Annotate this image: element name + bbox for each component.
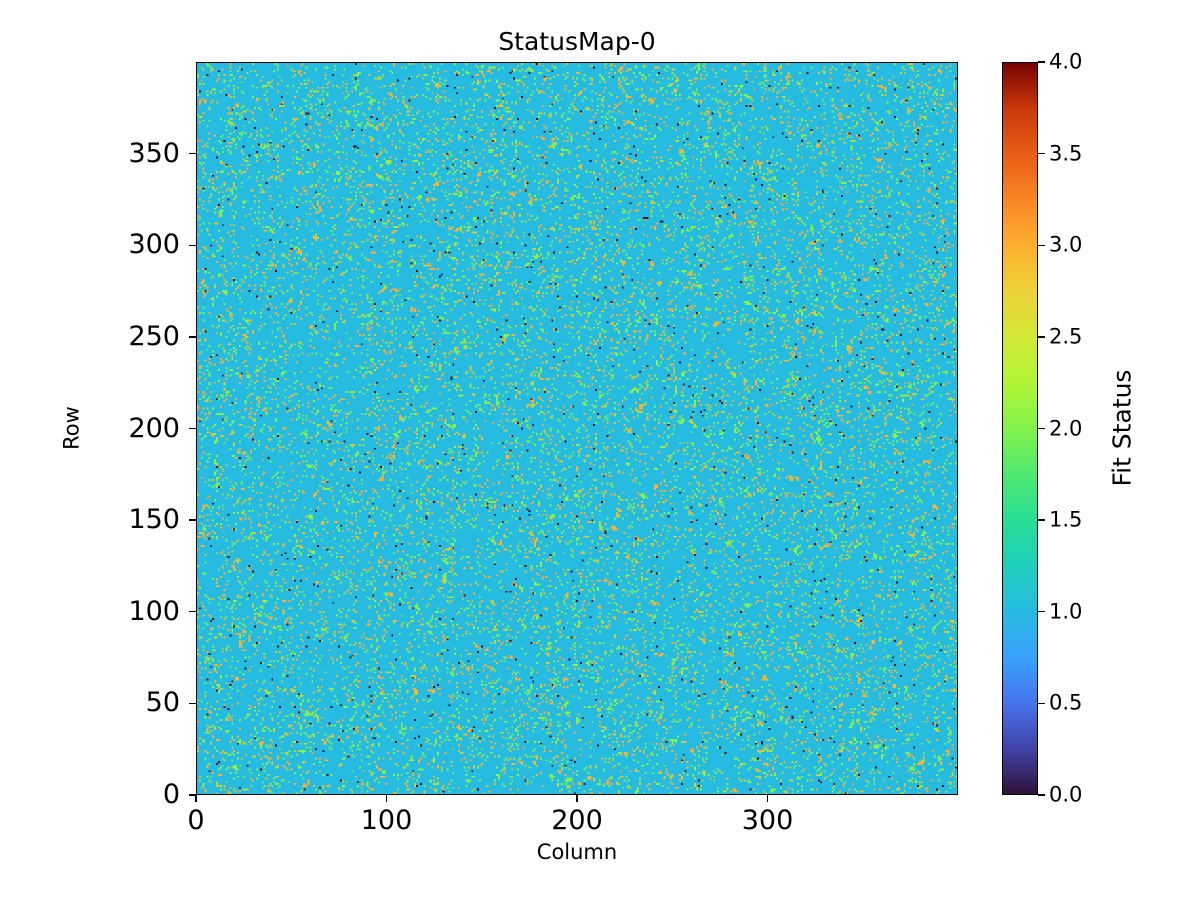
y-axis-tick [189,702,196,705]
y-axis-tick-label: 0 [162,779,180,810]
y-axis-tick [189,244,196,246]
colorbar-tick [1038,702,1045,705]
colorbar-tick-label: 1.0 [1049,599,1083,624]
colorbar-tick-label: 4.0 [1049,49,1083,74]
y-axis-tick-label: 50 [145,687,180,719]
y-axis-label: Row [59,406,84,450]
x-axis-tick [766,795,769,802]
colorbar-tick-label: 0.0 [1049,782,1083,807]
y-axis-tick-label: 300 [128,229,180,261]
colorbar-tick [1038,61,1045,63]
x-axis-tick-label: 300 [741,805,794,836]
colorbar-tick [1038,336,1045,338]
x-axis-tick-label: 0 [187,805,205,836]
page-title: StatusMap-0 [498,27,656,56]
x-axis-tick-label: 200 [551,805,603,836]
colorbar-tick-label: 1.5 [1049,507,1083,532]
colorbar-gradient [1003,63,1037,794]
heatmap-plot-area[interactable] [196,62,958,795]
y-axis-tick [189,152,196,155]
x-axis-tick-label: 100 [360,805,413,836]
colorbar-tick [1038,519,1045,521]
y-axis-tick-label: 350 [128,137,180,169]
colorbar-tick [1038,244,1045,246]
colorbar-tick-label: 2.5 [1049,324,1083,349]
colorbar-tick-label: 3.0 [1049,232,1083,257]
colorbar[interactable] [1002,62,1038,795]
colorbar-tick-label: 0.5 [1049,690,1083,715]
colorbar-tick-label: 3.5 [1049,141,1083,166]
y-axis-tick-label: 250 [128,320,180,352]
y-axis-tick-label: 200 [128,412,180,444]
y-axis-tick-label: 100 [128,595,180,627]
x-axis-tick [576,795,578,802]
y-axis-tick [189,519,196,521]
colorbar-tick [1038,152,1045,155]
x-axis-label: Column [536,840,618,864]
x-axis-tick [195,795,197,802]
y-axis-tick [189,336,196,338]
x-axis-tick [385,795,388,802]
y-axis-tick-label: 150 [128,504,180,536]
colorbar-label: Fit Status [1107,369,1137,487]
colorbar-tick [1038,794,1045,796]
colorbar-tick [1038,611,1045,613]
heatmap-image [197,63,957,794]
y-axis-tick [189,427,196,430]
colorbar-tick [1038,427,1045,430]
y-axis-tick [189,794,196,796]
y-axis-tick [189,611,196,613]
colorbar-tick-label: 2.0 [1049,416,1083,440]
